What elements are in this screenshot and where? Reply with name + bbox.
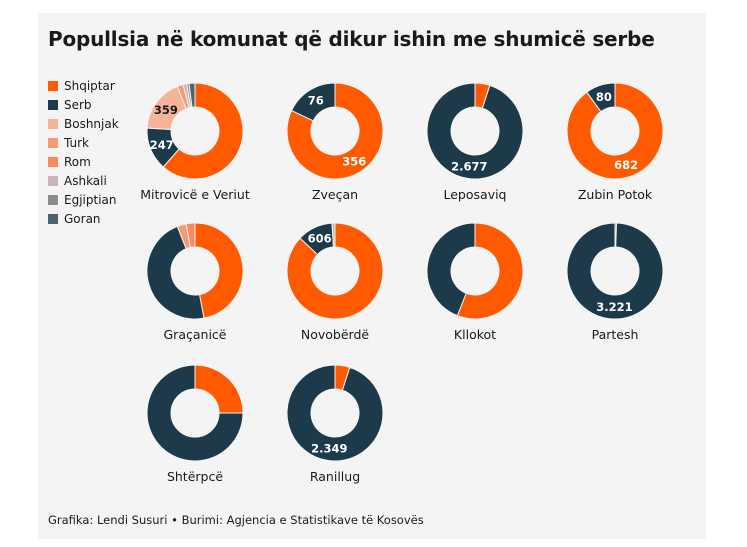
donut-label: Mitrovicë e Veriut <box>140 187 250 202</box>
donut-label: Kllokot <box>453 327 497 342</box>
donut-chart: Graçanicë <box>125 221 265 342</box>
legend-label: Egjiptian <box>64 192 117 207</box>
donut-chart: Kllokot <box>405 221 545 342</box>
legend-item-serb: Serb <box>48 95 119 114</box>
slice-goran <box>188 82 196 108</box>
donut-svg: 606 <box>286 222 384 320</box>
slice-shqiptar <box>194 364 244 414</box>
slice-serb <box>146 364 244 462</box>
donut-chart: 3.221 Partesh <box>545 221 685 342</box>
legend: Shqiptar Serb Boshnjak Turk Rom Ashkali Egjipt… <box>48 76 119 228</box>
slice-shqiptar <box>566 82 664 180</box>
donut-chart: 682 80 Zubin Potok <box>545 81 685 202</box>
chart-title: Popullsia në komunat që dikur ishin me s… <box>48 27 655 51</box>
slice-shqiptar <box>162 82 244 180</box>
donut-svg: 2.349 <box>286 364 384 462</box>
donut-chart: 2.349 Ranillug <box>265 363 405 484</box>
donut-svg: 356 76 <box>286 82 384 180</box>
legend-label: Serb <box>64 97 92 112</box>
source-credit: Grafika: Lendi Susuri • Burimi: Agjencia… <box>48 513 424 527</box>
slice-serb <box>426 82 524 180</box>
slice-serb <box>586 82 616 113</box>
slice-value-label: 356 <box>342 154 366 168</box>
legend-item-shqiptar: Shqiptar <box>48 76 119 95</box>
legend-swatch <box>48 156 58 167</box>
slice-value-label: 3.221 <box>596 300 632 314</box>
legend-label: Goran <box>64 211 101 226</box>
donut-chart: 356 76 Zveçan <box>265 81 405 202</box>
slice-serb <box>286 364 384 462</box>
donut-svg: 2.677 <box>426 82 524 180</box>
slice-rom <box>185 222 196 249</box>
donut-svg: 3.221 <box>566 222 664 320</box>
donut-chart: 247 359 Mitrovicë e Veriut <box>125 81 265 202</box>
legend-label: Rom <box>64 154 91 169</box>
donut-svg <box>146 222 244 320</box>
donut-label: Graçanicë <box>163 327 227 342</box>
slice-value-label: 247 <box>150 138 174 152</box>
chart-card: Popullsia në komunat që dikur ishin me s… <box>38 13 706 539</box>
legend-item-egjiptian: Egjiptian <box>48 190 119 209</box>
slice-serb <box>426 222 476 317</box>
slice-value-label: 682 <box>614 158 638 172</box>
donut-label: Shtërpcë <box>166 469 224 484</box>
legend-swatch <box>48 80 58 91</box>
legend-item-rom: Rom <box>48 152 119 171</box>
legend-swatch <box>48 99 58 110</box>
donut-label: Partesh <box>591 327 639 342</box>
donut-chart: 2.677 Leposaviq <box>405 81 545 202</box>
legend-item-turk: Turk <box>48 133 119 152</box>
legend-swatch <box>48 118 58 129</box>
slice-shqiptar <box>194 222 244 319</box>
legend-swatch <box>48 175 58 186</box>
slice-shqiptar <box>456 222 524 320</box>
donut-label: Leposaviq <box>443 187 507 202</box>
slice-shqiptar <box>286 82 384 180</box>
donut-label: Zubin Potok <box>577 187 653 202</box>
legend-swatch <box>48 213 58 224</box>
slice-serb <box>566 222 664 320</box>
legend-label: Boshnjak <box>64 116 119 131</box>
slice-value-label: 359 <box>154 103 178 117</box>
slice-value-label: 2.349 <box>311 442 347 456</box>
slice-shqiptar <box>286 222 384 320</box>
slice-serb <box>146 225 205 320</box>
slice-ashkali <box>331 222 336 248</box>
legend-label: Shqiptar <box>64 78 115 93</box>
slice-serb <box>290 82 336 122</box>
donut-label: Ranillug <box>309 469 361 484</box>
legend-label: Turk <box>64 135 89 150</box>
donut-chart: Shtërpcë <box>125 363 265 484</box>
donut-label: Novobërdë <box>300 327 370 342</box>
legend-label: Ashkali <box>64 173 107 188</box>
legend-item-goran: Goran <box>48 209 119 228</box>
legend-item-ashkali: Ashkali <box>48 171 119 190</box>
slice-value-label: 2.677 <box>451 160 487 174</box>
donut-svg: 682 80 <box>566 82 664 180</box>
legend-swatch <box>48 194 58 205</box>
donut-chart: 606 Novobërdë <box>265 221 405 342</box>
slice-value-label: 80 <box>596 90 612 104</box>
donut-svg <box>146 364 244 462</box>
slice-value-label: 606 <box>308 231 332 245</box>
legend-item-boshnjak: Boshnjak <box>48 114 119 133</box>
donut-svg <box>426 222 524 320</box>
donut-svg: 247 359 <box>146 82 244 180</box>
donut-label: Zveçan <box>311 187 359 202</box>
legend-swatch <box>48 137 58 148</box>
slice-value-label: 76 <box>308 94 324 108</box>
